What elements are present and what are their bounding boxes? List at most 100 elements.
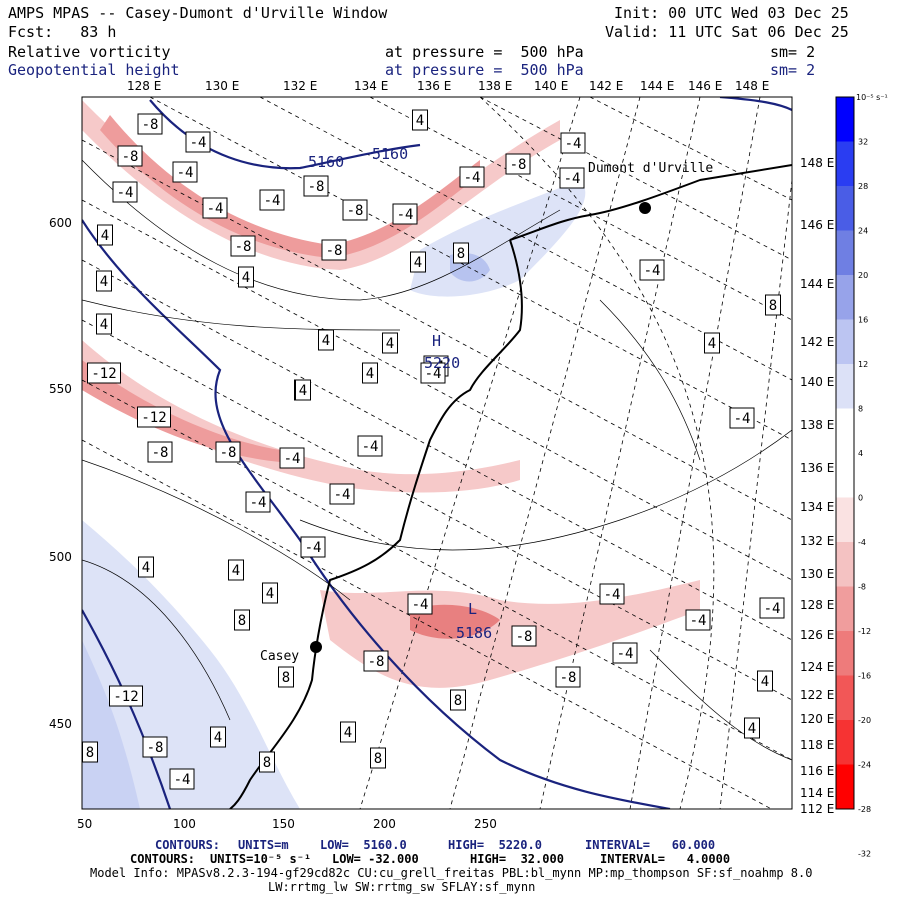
low-marker: L — [468, 600, 478, 618]
right-longitude-label: 136 E — [800, 461, 835, 475]
vorticity-contour-label: 8 — [82, 741, 98, 763]
svg-text:-4: -4 — [644, 263, 661, 279]
right-longitude-label: 148 E — [800, 156, 835, 170]
colorbar-label: 32 — [858, 138, 868, 147]
footer-vort-units: UNITS=10⁻⁵ s⁻¹ — [210, 852, 312, 866]
vorticity-contour-label: 4 — [97, 224, 113, 246]
svg-text:4: 4 — [322, 333, 330, 349]
svg-text:4: 4 — [386, 336, 394, 352]
init-time: Init: 00 UTC Wed 03 Dec 25 — [614, 4, 849, 22]
svg-text:-8: -8 — [235, 239, 252, 255]
right-longitude-label: 124 E — [800, 660, 835, 674]
svg-text:8: 8 — [454, 693, 462, 709]
svg-text:-4: -4 — [425, 366, 442, 382]
left-axis-label: 500 — [49, 550, 72, 564]
vorticity-contour-label: 8 — [278, 666, 294, 688]
svg-text:4: 4 — [242, 270, 250, 286]
svg-text:-4: -4 — [284, 451, 301, 467]
colorbar-label: 12 — [858, 360, 868, 369]
footer-height-interval: INTERVAL= 60.000 — [585, 838, 716, 852]
vorticity-contour-label: 4 — [238, 266, 254, 288]
vorticity-contour-label: 8 — [765, 294, 781, 316]
right-longitude-label: 140 E — [800, 375, 835, 389]
svg-text:-8: -8 — [142, 117, 159, 133]
svg-text:4: 4 — [414, 255, 422, 271]
vorticity-contours — [82, 159, 792, 761]
vorticity-contour-label: -4 — [420, 362, 446, 384]
svg-text:-4: -4 — [565, 136, 582, 152]
svg-text:-4: -4 — [362, 439, 379, 455]
top-longitude-label: 136 E — [417, 79, 452, 93]
svg-text:-8: -8 — [147, 740, 164, 756]
colorbar-swatch — [836, 408, 854, 453]
vorticity-contour-label: -4 — [599, 583, 625, 605]
valid-time: Valid: 11 UTC Sat 06 Dec 25 — [605, 23, 849, 41]
svg-text:-8: -8 — [152, 445, 169, 461]
right-longitude-label: 138 E — [800, 418, 835, 432]
svg-text:-8: -8 — [347, 203, 364, 219]
height-label: 5220 — [424, 354, 461, 372]
colorbar-swatch — [836, 97, 854, 142]
vorticity-contour-label: 8 — [259, 751, 275, 773]
footer-vort-high: HIGH= 32.000 — [470, 852, 564, 866]
footer-height-contour-label: CONTOURS: — [155, 838, 221, 852]
vorticity-label-layer: -8 -4 -8 -4 -4 -4 -8 -4 -8 -4 -8 -8 -8 -4 4 -4 8 4 -4 4 4 4 4 -… — [82, 109, 785, 790]
vorticity-contour-label: -8 — [511, 625, 537, 647]
svg-text:8: 8 — [374, 751, 382, 767]
vorticity-contour-label: -4 — [185, 131, 211, 153]
vorticity-contour-label: -4 — [279, 447, 305, 469]
right-longitude-label: 128 E — [800, 598, 835, 612]
colorbar-swatch — [836, 720, 854, 765]
svg-text:-12: -12 — [91, 366, 116, 382]
colorbar-swatch — [836, 542, 854, 587]
colorbar-label: -12 — [858, 627, 871, 636]
vorticity-contour-label: -4 — [112, 181, 138, 203]
right-longitude-label: 142 E — [800, 335, 835, 349]
bottom-axis-label: 250 — [474, 817, 497, 831]
svg-text:4: 4 — [214, 730, 222, 746]
vorticity-contour-label: -4 — [612, 642, 638, 664]
left-axis-label: 550 — [49, 382, 72, 396]
svg-text:-8: -8 — [308, 179, 325, 195]
colorbar-swatch — [836, 631, 854, 676]
vorticity-contour-label: -4 — [169, 768, 195, 790]
station-label-casey: Casey — [260, 649, 300, 664]
vorticity-contour-label: -8 — [342, 199, 368, 221]
vorticity-contour-label: -12 — [137, 406, 171, 428]
top-longitude-label: 128 E — [127, 79, 162, 93]
vorticity-contour-label: -4 — [559, 167, 585, 189]
svg-text:8: 8 — [263, 755, 271, 771]
bottom-axis-label: 100 — [173, 817, 196, 831]
svg-text:8: 8 — [282, 670, 290, 686]
right-longitude-label: 130 E — [800, 567, 835, 581]
vorticity-contour-label: 8 — [453, 242, 469, 264]
field1-level: at pressure = 500 hPa — [385, 43, 584, 61]
vorticity-contour-label: -4 — [392, 203, 418, 225]
vorticity-contour-label: -8 — [555, 666, 581, 688]
svg-text:8: 8 — [457, 246, 465, 262]
svg-text:8: 8 — [769, 298, 777, 314]
footer-vort-interval: INTERVAL= 4.0000 — [600, 852, 731, 866]
top-longitude-label: 148 E — [735, 79, 770, 93]
positive-vorticity-core — [82, 640, 140, 809]
footer-height-high: HIGH= 5220.0 — [448, 838, 542, 852]
colorbar-label: -28 — [858, 805, 871, 814]
right-longitude-label: 132 E — [800, 534, 835, 548]
vorticity-contour-label: -4 — [300, 536, 326, 558]
right-longitude-label: 112 E — [800, 802, 835, 816]
vorticity-contour-label: -4 — [407, 593, 433, 615]
vorticity-contour-label: -4 — [202, 197, 228, 219]
vorticity-contour-label: -4 — [357, 435, 383, 457]
vorticity-contour-label: -12 — [109, 685, 143, 707]
right-longitude-label: 120 E — [800, 712, 835, 726]
high-marker: H — [432, 332, 442, 350]
vorticity-contour-label: -4 — [259, 189, 285, 211]
right-longitude-label: 116 E — [800, 764, 835, 778]
svg-text:4: 4 — [100, 274, 108, 290]
svg-text:-4: -4 — [604, 587, 621, 603]
vorticity-contour-label: -4 — [685, 609, 711, 631]
vorticity-contour-label: 4 — [318, 329, 334, 351]
top-longitude-label: 142 E — [589, 79, 624, 93]
left-axis-label: 450 — [49, 717, 72, 731]
